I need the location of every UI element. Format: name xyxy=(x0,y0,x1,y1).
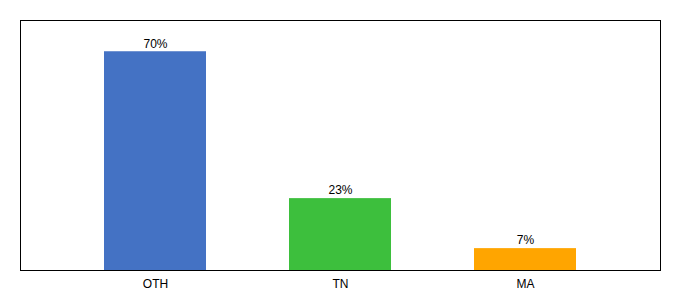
svg-text:OTH: OTH xyxy=(143,277,168,291)
svg-text:23%: 23% xyxy=(328,183,352,197)
svg-text:TN: TN xyxy=(333,277,349,291)
svg-text:7%: 7% xyxy=(517,233,535,247)
svg-text:MA: MA xyxy=(517,277,535,291)
svg-text:70%: 70% xyxy=(143,37,167,51)
